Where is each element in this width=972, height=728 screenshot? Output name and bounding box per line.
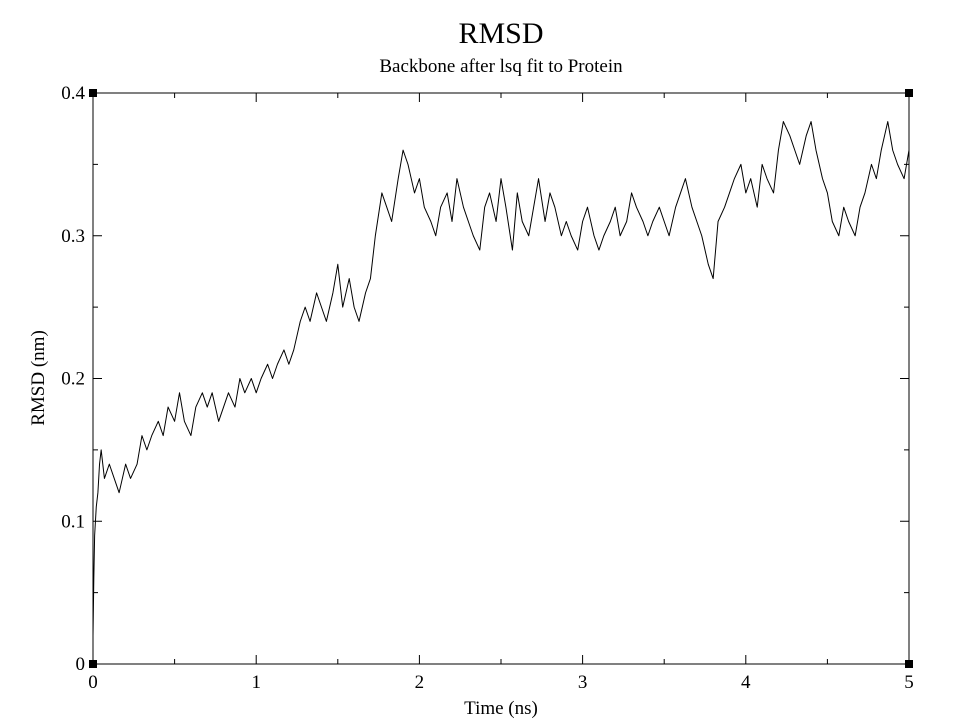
corner-markers bbox=[89, 89, 913, 668]
corner-marker bbox=[905, 660, 913, 668]
y-tick-label: 0.2 bbox=[61, 369, 85, 390]
y-tick-label: 0 bbox=[76, 654, 86, 675]
series-layer bbox=[92, 121, 910, 636]
ticks-layer: 0 1 2 3 4 5 0 0.1 0.2 0.3 0.4 bbox=[61, 83, 914, 693]
chart-subtitle: Backbone after lsq fit to Protein bbox=[379, 56, 623, 77]
x-tick-label: 1 bbox=[251, 672, 261, 693]
x-tick-label: 0 bbox=[88, 672, 98, 693]
y-tick-label: 0.1 bbox=[61, 511, 85, 532]
x-tick-label: 2 bbox=[415, 672, 425, 693]
corner-marker bbox=[89, 89, 97, 97]
x-tick-label: 4 bbox=[741, 672, 751, 693]
rmsd-series-line bbox=[92, 121, 910, 636]
chart-title: RMSD bbox=[458, 17, 543, 50]
y-axis-label: RMSD (nm) bbox=[28, 330, 49, 426]
x-tick-label: 3 bbox=[578, 672, 588, 693]
y-tick-label: 0.4 bbox=[61, 83, 85, 104]
corner-marker bbox=[89, 660, 97, 668]
y-tick-label: 0.3 bbox=[61, 226, 85, 247]
x-tick-label: 5 bbox=[904, 672, 914, 693]
corner-marker bbox=[905, 89, 913, 97]
x-axis-label: Time (ns) bbox=[464, 698, 538, 719]
